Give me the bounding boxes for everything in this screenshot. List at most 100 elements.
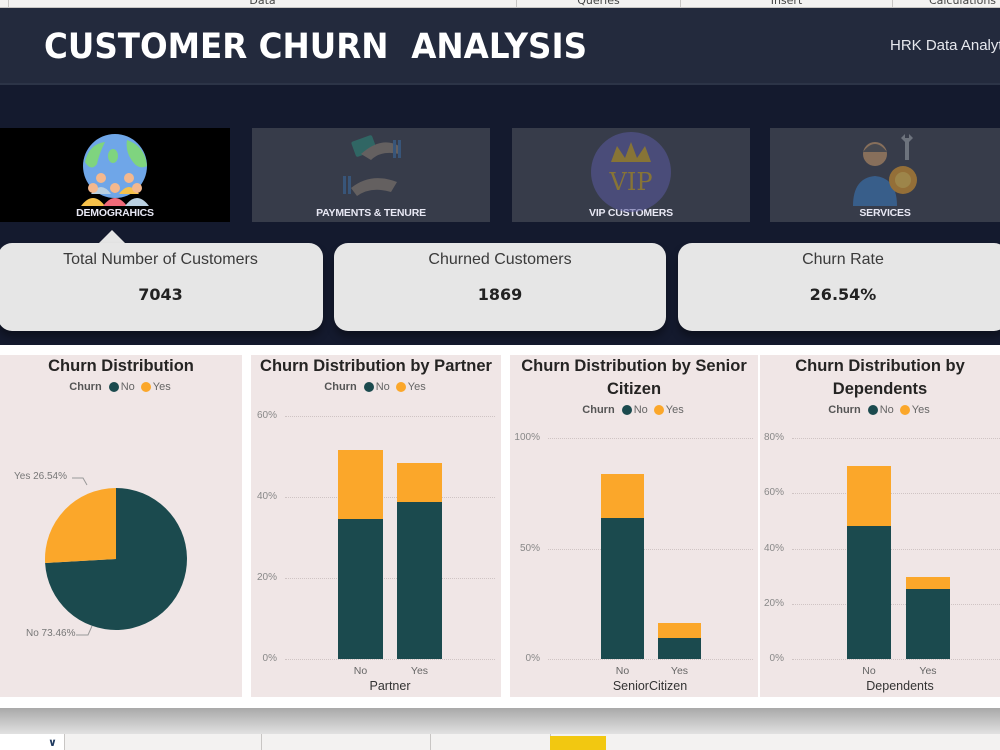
page-tab[interactable] xyxy=(430,734,550,750)
legend-item-yes[interactable]: Yes xyxy=(140,381,171,393)
chart-title: Churn Distribution by Senior Citizen xyxy=(521,357,747,398)
chevron-down-icon[interactable]: ∨ xyxy=(48,736,57,749)
y-tick: 0% xyxy=(769,653,784,664)
y-tick: 0% xyxy=(525,653,540,664)
gridline xyxy=(285,497,495,498)
ribbon-group-insert: Insert xyxy=(680,0,892,7)
x-tick: Yes xyxy=(410,665,429,677)
kpi-label: Total Number of Customers xyxy=(63,251,258,268)
nav-button-demographics[interactable]: DEMOGRAHICS xyxy=(0,128,230,222)
chart-title: Churn Distribution xyxy=(48,357,194,375)
report-header: CUSTOMER CHURN ANALYSIS HRK Data Analyti… xyxy=(0,8,1000,85)
gridline xyxy=(548,438,753,439)
legend-dot-icon xyxy=(867,405,878,415)
legend-dot-icon xyxy=(363,382,374,392)
brand-text: HRK Data Analytics xyxy=(890,37,1000,54)
gridline xyxy=(548,659,753,660)
chart-churn-by-partner[interactable]: Churn Distribution by Partner Churn No Y… xyxy=(251,355,501,697)
y-tick: 0% xyxy=(262,653,277,664)
nav-button-label: DEMOGRAHICS xyxy=(76,207,154,219)
legend-dot-icon xyxy=(395,382,406,392)
y-tick: 20% xyxy=(256,572,277,583)
gridline xyxy=(285,416,495,417)
page-tab[interactable] xyxy=(550,734,1000,750)
nav-button-services[interactable]: SERVICES xyxy=(770,128,1000,222)
nav-button-label: SERVICES xyxy=(859,207,911,219)
x-tick: No xyxy=(615,665,630,677)
gridline xyxy=(548,549,753,550)
page-title: CUSTOMER CHURN ANALYSIS xyxy=(44,27,588,67)
legend-item-no[interactable]: No xyxy=(867,404,894,416)
globe-people-icon xyxy=(75,132,155,212)
page-tab[interactable] xyxy=(64,734,261,750)
bar-dependents-no-churn-yes[interactable] xyxy=(847,466,891,526)
legend-dot-icon xyxy=(621,405,632,415)
legend-dot-icon xyxy=(140,382,151,392)
legend-dot-icon xyxy=(108,382,119,392)
gridline xyxy=(285,659,495,660)
bar-dependents-yes-churn-yes[interactable] xyxy=(906,577,950,589)
bar-partner-no-churn-no[interactable] xyxy=(338,519,383,659)
nav-button-label: PAYMENTS & TENURE xyxy=(316,207,426,219)
chart-title: Churn Distribution by Dependents xyxy=(795,357,965,398)
legend-item-no[interactable]: No xyxy=(108,381,135,393)
pie-slice-yes[interactable] xyxy=(44,488,117,563)
legend-dot-icon xyxy=(653,405,664,415)
bar-senior-yes-churn-yes[interactable] xyxy=(658,623,701,638)
gridline xyxy=(792,604,1000,605)
bar-senior-no-churn-yes[interactable] xyxy=(601,474,644,518)
bar-dependents-yes-churn-no[interactable] xyxy=(906,589,950,659)
pie-label-yes: Yes 26.54% xyxy=(14,471,68,482)
chart-title: Churn Distribution by Partner xyxy=(260,357,492,375)
kpi-label: Churned Customers xyxy=(428,251,572,268)
x-tick: Yes xyxy=(670,665,689,677)
legend-item-no[interactable]: No xyxy=(363,381,390,393)
kpi-churned-customers: Churned Customers 1869 xyxy=(334,243,666,331)
chart-churn-by-senior-citizen[interactable]: Churn Distribution by Senior Citizen Chu… xyxy=(510,355,758,697)
report-canvas: CUSTOMER CHURN ANALYSIS HRK Data Analyti… xyxy=(0,8,1000,708)
x-axis-title: SeniorCitizen xyxy=(612,679,688,693)
x-axis-title: Dependents xyxy=(866,679,934,693)
chart-legend: Churn No Yes xyxy=(0,381,242,393)
kpi-value: 26.54% xyxy=(809,285,877,304)
gridline xyxy=(792,438,1000,439)
bar-partner-yes-churn-no[interactable] xyxy=(397,502,442,659)
kpi-value: 1869 xyxy=(477,285,523,304)
gridline xyxy=(792,549,1000,550)
bar-partner-yes-churn-yes[interactable] xyxy=(397,463,442,502)
page-tab[interactable] xyxy=(261,734,430,750)
pie-slice-no[interactable] xyxy=(45,488,187,630)
legend-item-yes[interactable]: Yes xyxy=(899,404,930,416)
chart-legend: Churn No Yes xyxy=(510,404,758,416)
pie-label-no: No 73.46% xyxy=(26,628,76,639)
x-tick: No xyxy=(353,665,368,677)
y-tick: 50% xyxy=(519,543,540,554)
x-tick: No xyxy=(862,665,876,677)
legend-item-no[interactable]: No xyxy=(621,404,648,416)
gridline xyxy=(792,659,1000,660)
vip-crown-icon: VIP xyxy=(589,132,673,216)
pie-chart xyxy=(44,477,187,636)
ribbon-group-labels: Data Queries Insert Calculations xyxy=(0,0,1000,8)
legend-item-yes[interactable]: Yes xyxy=(653,404,684,416)
legend-title: Churn xyxy=(69,381,102,393)
bar-senior-yes-churn-no[interactable] xyxy=(658,638,701,659)
chart-churn-by-dependents[interactable]: Churn Distribution by Dependents Churn N… xyxy=(760,355,1000,697)
y-tick: 40% xyxy=(256,491,277,502)
legend-title: Churn xyxy=(324,381,357,393)
y-tick: 40% xyxy=(763,543,784,554)
ribbon-group-calculations: Calculations xyxy=(892,0,1000,7)
gridline xyxy=(792,493,1000,494)
nav-button-label: VIP CUSTOMERS xyxy=(589,207,673,219)
bar-senior-no-churn-no[interactable] xyxy=(601,518,644,659)
nav-button-vip-customers[interactable]: VIP VIP CUSTOMERS xyxy=(512,128,750,222)
y-tick: 60% xyxy=(763,487,784,498)
nav-button-payments-tenure[interactable]: PAYMENTS & TENURE xyxy=(252,128,490,222)
active-page-indicator xyxy=(98,230,126,244)
y-tick: 80% xyxy=(763,432,784,443)
chart-churn-distribution[interactable]: Churn Distribution Churn No Yes Yes 26.5… xyxy=(0,355,242,697)
kpi-total-customers: Total Number of Customers 7043 xyxy=(0,243,323,331)
bar-partner-no-churn-yes[interactable] xyxy=(338,450,383,519)
legend-item-yes[interactable]: Yes xyxy=(395,381,426,393)
bar-dependents-no-churn-no[interactable] xyxy=(847,526,891,659)
